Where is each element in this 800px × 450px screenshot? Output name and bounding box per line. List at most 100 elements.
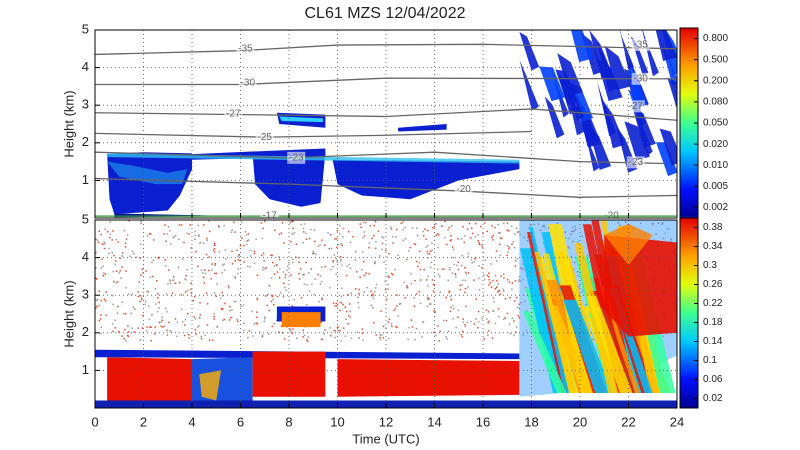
noise-speckle xyxy=(398,303,401,305)
noise-speckle xyxy=(236,249,238,252)
echo-region xyxy=(519,59,539,111)
contour-label: -35 xyxy=(633,40,648,51)
noise-speckle xyxy=(498,232,500,234)
contour-label-bg xyxy=(626,156,645,169)
noise-speckle xyxy=(330,247,333,250)
noise-speckle xyxy=(415,293,418,295)
noise-speckle xyxy=(277,256,280,258)
noise-speckle xyxy=(284,286,286,289)
noise-speckle xyxy=(265,267,267,269)
noise-speckle xyxy=(224,269,226,271)
noise-speckle xyxy=(341,264,343,266)
contour-line xyxy=(95,151,665,165)
noise-speckle xyxy=(340,295,343,298)
noise-speckle xyxy=(262,266,265,269)
noise-speckle xyxy=(515,260,517,262)
noise-speckle xyxy=(437,234,440,236)
noise-speckle xyxy=(448,269,451,271)
noise-speckle xyxy=(344,335,347,337)
noise-speckle xyxy=(422,321,424,323)
noise-speckle xyxy=(455,326,457,329)
noise-speckle xyxy=(382,337,385,339)
noise-speckle xyxy=(451,246,454,248)
noise-speckle xyxy=(514,233,516,235)
noise-speckle xyxy=(330,268,332,271)
noise-speckle xyxy=(235,300,237,303)
noise-speckle xyxy=(394,268,396,271)
x-tick-label: 16 xyxy=(476,414,490,429)
noise-speckle xyxy=(487,330,490,332)
noise-speckle xyxy=(300,297,303,299)
noise-speckle xyxy=(382,237,385,239)
noise-speckle xyxy=(467,286,469,288)
noise-speckle xyxy=(487,334,489,336)
noise-speckle xyxy=(284,273,287,276)
contour-label: -35 xyxy=(238,43,253,54)
noise-speckle xyxy=(446,338,448,340)
noise-speckle xyxy=(486,318,488,320)
noise-speckle xyxy=(202,276,205,279)
noise-speckle xyxy=(395,325,397,328)
noise-speckle xyxy=(211,269,213,271)
noise-speckle xyxy=(429,266,432,269)
noise-speckle xyxy=(374,287,377,289)
noise-speckle xyxy=(201,272,204,274)
noise-speckle xyxy=(413,243,416,245)
noise-speckle xyxy=(268,309,271,312)
noise-speckle xyxy=(335,246,338,249)
noise-speckle xyxy=(447,229,449,231)
noise-speckle xyxy=(356,331,359,333)
noise-speckle xyxy=(478,265,480,267)
noise-speckle xyxy=(362,221,365,224)
noise-speckle xyxy=(97,241,100,244)
noise-speckle xyxy=(255,322,257,324)
contour-line xyxy=(95,108,677,121)
noise-speckle xyxy=(416,260,418,263)
noise-speckle xyxy=(273,265,276,267)
noise-speckle xyxy=(247,233,250,235)
contour-label-bg xyxy=(631,39,650,52)
noise-speckle xyxy=(120,277,122,279)
noise-speckle xyxy=(237,320,239,322)
noise-speckle xyxy=(488,278,491,281)
noise-speckle xyxy=(137,295,140,298)
noise-speckle xyxy=(189,224,192,226)
noise-speckle xyxy=(253,252,256,255)
noise-speckle xyxy=(262,252,265,255)
noise-speckle xyxy=(450,298,452,301)
noise-speckle xyxy=(388,252,390,255)
noise-speckle xyxy=(514,265,517,267)
noise-speckle xyxy=(457,316,459,318)
noise-speckle xyxy=(103,243,105,246)
noise-speckle xyxy=(334,305,336,307)
noise-speckle xyxy=(402,228,404,231)
noise-speckle xyxy=(429,303,432,305)
noise-speckle xyxy=(117,305,119,308)
noise-speckle xyxy=(372,307,374,309)
x-tick-label: 12 xyxy=(379,414,393,429)
noise-speckle xyxy=(256,298,259,301)
noise-speckle xyxy=(132,306,134,309)
colorbar-tick-label: 0.800 xyxy=(703,33,728,44)
noise-speckle xyxy=(338,232,341,235)
noise-speckle xyxy=(105,291,108,293)
noise-speckle xyxy=(218,250,221,253)
noise-speckle xyxy=(447,279,449,282)
noise-speckle xyxy=(404,238,407,240)
noise-speckle xyxy=(213,251,216,253)
noise-speckle xyxy=(197,224,199,227)
noise-speckle xyxy=(406,286,408,289)
noise-speckle xyxy=(128,293,130,296)
noise-speckle xyxy=(234,231,236,233)
noise-speckle xyxy=(390,323,393,325)
noise-speckle xyxy=(348,263,350,266)
noise-speckle xyxy=(282,271,285,273)
noise-speckle xyxy=(368,273,370,275)
noise-speckle xyxy=(499,293,502,295)
noise-speckle xyxy=(216,326,218,328)
noise-speckle xyxy=(125,287,127,289)
noise-speckle xyxy=(350,337,353,340)
noise-speckle xyxy=(429,250,432,253)
noise-speckle xyxy=(340,260,342,263)
noise-speckle xyxy=(200,269,203,271)
